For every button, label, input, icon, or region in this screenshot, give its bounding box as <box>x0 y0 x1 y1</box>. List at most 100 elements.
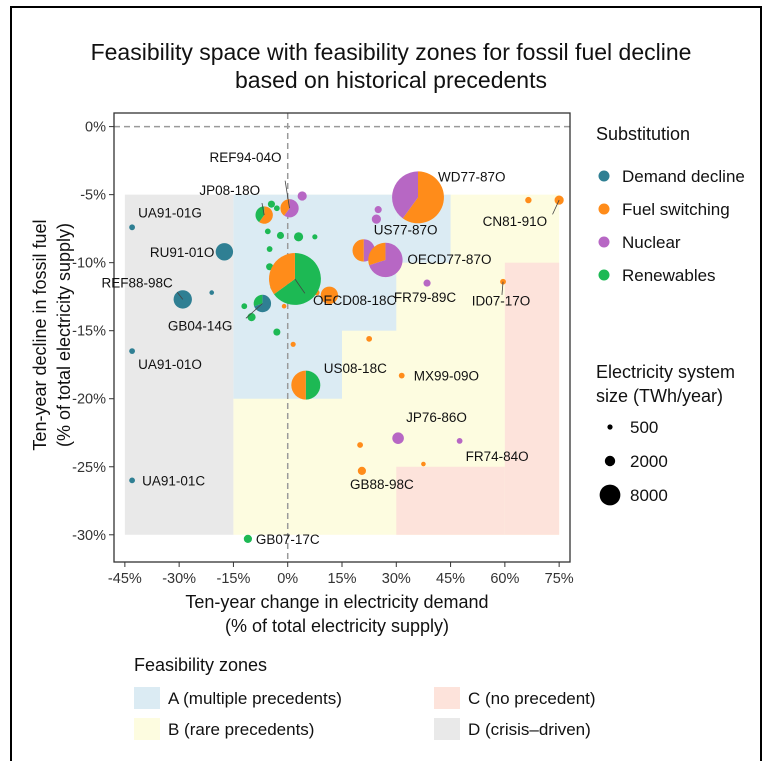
point-label: GB07-17C <box>256 532 320 547</box>
point-label: FR74-84O <box>466 449 529 464</box>
zones-legend: Feasibility zones A (multiple precedents… <box>134 655 596 740</box>
y-tick-label: 0% <box>85 120 106 136</box>
size-legend: Electricity system size (TWh/year) 500 20… <box>596 362 735 506</box>
point-marker <box>392 432 404 444</box>
legend-key-nuclear <box>598 236 610 248</box>
point-ua91-01g <box>129 224 135 231</box>
point-marker <box>273 205 280 212</box>
point-label: UA91-01G <box>138 205 202 220</box>
y-tick-label: -30% <box>72 528 106 544</box>
point-marker <box>297 191 307 201</box>
label-leader-line <box>176 291 184 300</box>
legend-key-fuel <box>598 203 610 215</box>
x-tick-label: -15% <box>216 571 250 587</box>
point <box>421 461 426 467</box>
x-tick-label: 30% <box>382 571 411 587</box>
size-legend-circle <box>607 424 613 430</box>
label-leader-line <box>284 180 290 209</box>
point-marker <box>525 196 532 204</box>
point-label: UA91-01C <box>142 473 205 488</box>
label-leader-line <box>294 278 306 294</box>
y-axis-title-line2: (% of total electricity supply) <box>54 223 74 447</box>
chart-title-line1: Feasibility space with feasibility zones… <box>91 39 692 65</box>
point-fr79-89c <box>423 279 431 287</box>
point-labels: WD77-87O OECD08-18C US08-18C OECD77-87O US77… <box>101 150 560 547</box>
point-ua91-01c <box>129 477 135 484</box>
point <box>273 328 281 336</box>
point-fr74-84o <box>456 438 463 444</box>
point-marker <box>241 303 248 310</box>
point-label: GB88-98C <box>350 477 414 492</box>
point-marker <box>276 231 285 240</box>
y-tick-label: -20% <box>72 392 106 408</box>
point <box>366 335 373 342</box>
point-marker <box>264 228 271 235</box>
point-slice-renewables <box>255 206 265 223</box>
size-legend-circle <box>604 455 616 467</box>
y-tick-label: -15% <box>72 324 106 340</box>
y-tick-label: -25% <box>72 460 106 476</box>
point-slice-fuel <box>269 253 295 295</box>
point-slice-nuclear <box>369 242 403 278</box>
point-oecd08-18c <box>269 253 321 305</box>
legend-label-demand: Demand decline <box>622 167 745 186</box>
legend-label-fuel: Fuel switching <box>622 200 730 219</box>
point <box>312 234 318 240</box>
point-jp08-18o <box>255 206 273 224</box>
point-slice-nuclear <box>284 199 299 218</box>
point-label: GB04-14G <box>168 318 233 333</box>
point-marker <box>371 214 381 224</box>
point <box>293 232 304 242</box>
point-slice-fuel <box>259 206 273 224</box>
point-marker <box>423 279 431 287</box>
zone-legend-swatch-d <box>434 718 460 740</box>
point-oecd77-87o <box>368 242 403 278</box>
point-ru91-01o <box>215 243 234 261</box>
size-legend-label: 500 <box>630 418 658 437</box>
point-label: JP08-18O <box>199 183 260 198</box>
point-ref94-04o <box>280 199 299 218</box>
label-leader-line <box>261 202 265 216</box>
point-marker <box>247 312 256 322</box>
point <box>290 341 296 347</box>
point-marker <box>281 303 287 309</box>
point <box>374 206 382 214</box>
point <box>281 303 287 309</box>
point-wd77-87o <box>392 171 444 224</box>
point-label: WD77-87O <box>438 169 506 184</box>
point-ua91-01o <box>129 348 135 355</box>
point-slice-fuel <box>352 239 364 262</box>
x-axis-title-line2: (% of total electricity supply) <box>225 616 449 636</box>
point-label: MX99-09O <box>414 369 479 384</box>
point-gb88-98c <box>357 466 367 475</box>
y-tick-label: -5% <box>80 188 106 204</box>
point-label: ID07-17O <box>472 294 531 309</box>
zone-legend-swatch-b <box>134 718 160 740</box>
point-gb07-17c <box>243 534 253 543</box>
point-label: JP76-86O <box>406 410 467 425</box>
point <box>266 246 273 252</box>
point-label: CN81-91O <box>483 214 548 229</box>
point-label: RU91-01O <box>150 245 215 260</box>
label-leader-line <box>501 281 504 295</box>
zone-legend-label-d: D (crisis–driven) <box>468 720 591 739</box>
point-gb04-14g <box>253 294 272 313</box>
point <box>357 442 363 448</box>
chart-title-line2: based on historical precedents <box>235 67 547 93</box>
size-legend-title-line2: size (TWh/year) <box>596 386 723 406</box>
plot-area: -45% -30% -15% 0% 15% 30% 45% 60% 75% 0% -5% -10% -1… <box>72 112 574 587</box>
point-marker <box>290 341 296 347</box>
size-legend-label: 8000 <box>630 486 668 505</box>
point-marker <box>293 232 304 242</box>
size-legend-label: 2000 <box>630 452 668 471</box>
point-label: FR79-89C <box>394 290 457 305</box>
zone-legend-label-b: B (rare precedents) <box>168 720 314 739</box>
point-slice-demand <box>254 294 272 313</box>
zone-legend-swatch-a <box>134 687 160 709</box>
y-tick-label: -10% <box>72 256 106 272</box>
point-slice-fuel <box>291 370 306 400</box>
point-label: US08-18C <box>324 361 387 376</box>
point-marker <box>266 246 273 252</box>
label-leader-line <box>552 199 560 215</box>
